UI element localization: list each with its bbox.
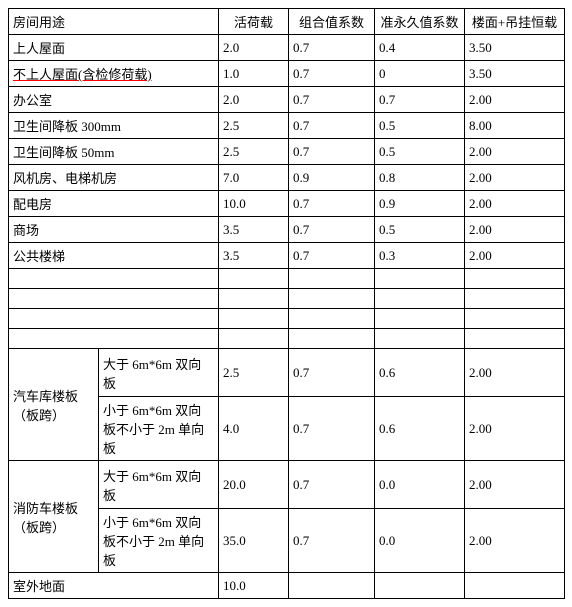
load-table: 房间用途 活荷载 组合值系数 准永久值系数 楼面+吊挂恒载 上人屋面 2.0 0… [8,8,565,599]
table-row: 公共楼梯 3.5 0.7 0.3 2.00 [9,243,565,269]
header-live-load: 活荷载 [219,9,289,35]
cell: 4.0 [219,397,289,461]
cell: 0.6 [375,349,465,397]
row-name: 室外地面 [9,573,219,599]
group-sub-desc: 小于 6m*6m 双向板不小于 2m 单向板 [99,509,219,573]
group-sub-desc: 大于 6m*6m 双向板 [99,461,219,509]
cell: 0.6 [375,397,465,461]
header-perm-coef: 准永久值系数 [375,9,465,35]
cell: 2.0 [219,87,289,113]
cell: 35.0 [219,509,289,573]
cell: 0.7 [289,191,375,217]
cell: 0.7 [289,87,375,113]
cell: 2.00 [465,139,565,165]
table-row: 卫生间降板 300mm 2.5 0.7 0.5 8.00 [9,113,565,139]
cell: 0.5 [375,217,465,243]
cell: 1.0 [219,61,289,87]
cell: 2.00 [465,87,565,113]
cell: 20.0 [219,461,289,509]
table-row: 不上人屋面(含检修荷载) 1.0 0.7 0 3.50 [9,61,565,87]
cell: 2.00 [465,217,565,243]
cell: 0.7 [289,397,375,461]
cell: 0.7 [375,87,465,113]
table-row: 卫生间降板 50mm 2.5 0.7 0.5 2.00 [9,139,565,165]
cell: 0.7 [289,35,375,61]
cell: 0.4 [375,35,465,61]
row-name: 卫生间降板 300mm [9,113,219,139]
group-sub-desc: 小于 6m*6m 双向板不小于 2m 单向板 [99,397,219,461]
table-row: 风机房、电梯机房 7.0 0.9 0.8 2.00 [9,165,565,191]
cell: 0.7 [289,243,375,269]
cell: 0.7 [289,349,375,397]
table-row: 办公室 2.0 0.7 0.7 2.00 [9,87,565,113]
cell: 0.7 [289,461,375,509]
group-sub-desc: 大于 6m*6m 双向板 [99,349,219,397]
cell: 7.0 [219,165,289,191]
table-row: 商场 3.5 0.7 0.5 2.00 [9,217,565,243]
group-row: 汽车库楼板（板跨） 大于 6m*6m 双向板 2.5 0.7 0.6 2.00 [9,349,565,397]
group-row: 消防车楼板（板跨） 大于 6m*6m 双向板 20.0 0.7 0.0 2.00 [9,461,565,509]
row-name: 卫生间降板 50mm [9,139,219,165]
cell: 0.7 [289,139,375,165]
cell: 2.00 [465,243,565,269]
table-row: 上人屋面 2.0 0.7 0.4 3.50 [9,35,565,61]
cell: 2.00 [465,509,565,573]
header-comb-coef: 组合值系数 [289,9,375,35]
cell: 0.5 [375,139,465,165]
cell: 2.5 [219,349,289,397]
table-row: 配电房 10.0 0.7 0.9 2.00 [9,191,565,217]
cell: 10.0 [219,573,289,599]
group-title: 消防车楼板（板跨） [9,461,99,573]
cell: 8.00 [465,113,565,139]
row-name: 公共楼梯 [9,243,219,269]
cell: 10.0 [219,191,289,217]
header-row: 房间用途 活荷载 组合值系数 准永久值系数 楼面+吊挂恒载 [9,9,565,35]
cell: 3.50 [465,35,565,61]
empty-row [9,309,565,329]
cell: 2.5 [219,113,289,139]
cell: 0.7 [289,509,375,573]
cell: 2.00 [465,349,565,397]
cell: 0.8 [375,165,465,191]
cell: 3.5 [219,217,289,243]
cell: 2.5 [219,139,289,165]
cell: 2.00 [465,165,565,191]
cell: 2.00 [465,461,565,509]
cell: 3.50 [465,61,565,87]
cell: 0 [375,61,465,87]
row-name: 风机房、电梯机房 [9,165,219,191]
empty-row [9,289,565,309]
row-name: 办公室 [9,87,219,113]
empty-row [9,329,565,349]
cell: 0.7 [289,113,375,139]
header-dead-load: 楼面+吊挂恒载 [465,9,565,35]
cell: 0.7 [289,217,375,243]
cell: 2.00 [465,397,565,461]
row-name: 配电房 [9,191,219,217]
cell [375,573,465,599]
cell: 0.7 [289,61,375,87]
cell: 0.9 [289,165,375,191]
cell: 2.00 [465,191,565,217]
header-room: 房间用途 [9,9,219,35]
table-row: 室外地面 10.0 [9,573,565,599]
row-name: 商场 [9,217,219,243]
cell: 0.9 [375,191,465,217]
cell: 3.5 [219,243,289,269]
cell: 0.5 [375,113,465,139]
cell [465,573,565,599]
cell [289,573,375,599]
empty-row [9,269,565,289]
group-title: 汽车库楼板（板跨） [9,349,99,461]
cell: 0.0 [375,461,465,509]
cell: 0.0 [375,509,465,573]
row-name: 上人屋面 [9,35,219,61]
cell: 2.0 [219,35,289,61]
cell: 0.3 [375,243,465,269]
row-name: 不上人屋面(含检修荷载) [9,61,219,87]
